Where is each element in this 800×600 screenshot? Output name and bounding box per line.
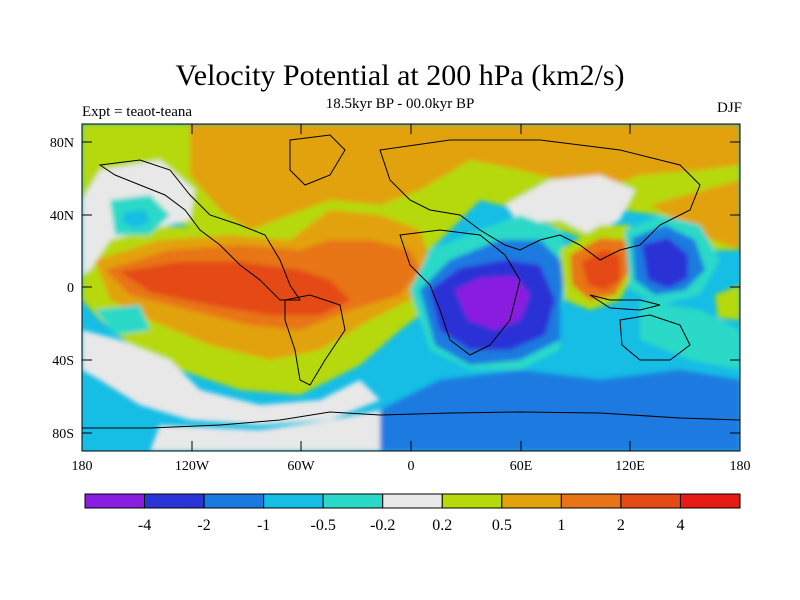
australia-coast (619, 314, 691, 361)
lon-tick-label: 120E (615, 459, 645, 474)
lon-tick-label: 60W (287, 459, 315, 474)
colorbar-label: -4 (138, 517, 151, 534)
colorbar-swatch (84, 493, 146, 509)
colorbar-label: 0.5 (492, 517, 512, 534)
lon-tick-label: 0 (408, 459, 415, 474)
spac-cyan (640, 300, 740, 370)
indonesia-coast (589, 294, 661, 311)
colorbar-label: 1 (557, 517, 565, 534)
colorbar-swatch (144, 493, 205, 509)
colorbar: -4 -2 -1 -0.5 -0.2 0.2 0.5 1 2 4 (84, 493, 741, 534)
antarctica-coast (82, 411, 740, 429)
wpac-dark-blue (642, 238, 688, 288)
map-subtitle: 18.5kyr BP - 00.0kyr BP (325, 96, 475, 112)
antarctic-grey (150, 410, 400, 451)
colorbar-swatch (203, 493, 265, 509)
lat-tick-label: 0 (67, 281, 74, 296)
colorbar-swatch (322, 493, 384, 509)
colorbar-swatch (382, 493, 443, 509)
lon-tick-label: 120W (175, 459, 210, 474)
asia-grey (505, 175, 635, 235)
coastlines (82, 134, 740, 429)
colorbar-label: 0.2 (432, 517, 452, 534)
lat-axis: 80N 40N 0 40S 80S (50, 136, 740, 442)
colorbar-swatch (560, 493, 622, 509)
lat-tick-label: 40N (50, 209, 74, 224)
colorbar-label: -1 (257, 517, 270, 534)
lat-tick-label: 80N (50, 136, 74, 151)
south-pacific-grey (82, 330, 380, 425)
lat-tick-label: 40S (52, 354, 74, 369)
experiment-label: Expt = teaot-teana (82, 104, 193, 120)
colorbar-swatch (679, 493, 741, 509)
greenland-coast (289, 134, 346, 186)
north-orange-band (190, 124, 740, 230)
northeast-orange (650, 180, 740, 250)
west-pacific-cyan (95, 305, 150, 335)
south-america-coast (284, 294, 346, 386)
indo-red (582, 250, 620, 290)
colorbar-label: 4 (676, 517, 684, 534)
pacific-red (120, 262, 350, 315)
colorbar-swatch (263, 493, 324, 509)
pacific-blue-blob (122, 210, 150, 228)
colorbar-label: 2 (617, 517, 625, 534)
north-america-coast (98, 159, 301, 301)
lat-tick-label: 80S (52, 427, 74, 442)
colorbar-label: -0.2 (370, 517, 395, 534)
lon-tick-label: 60E (510, 459, 533, 474)
colorbar-swatch (441, 493, 503, 509)
contour-field (82, 124, 740, 451)
eurasia-coast (379, 139, 701, 261)
map-title: Velocity Potential at 200 hPa (km2/s) (175, 59, 625, 92)
colorbar-swatch (620, 493, 681, 509)
lon-tick-label: 180 (72, 459, 93, 474)
colorbar-swatch (501, 493, 562, 509)
south-blue (380, 370, 740, 451)
colorbar-label: -2 (197, 517, 210, 534)
lon-axis: 180 120W 60W 0 60E 120E 180 (72, 124, 751, 474)
colorbar-label: -0.5 (311, 517, 336, 534)
lon-tick-label: 180 (730, 459, 751, 474)
east-edge-yellow (715, 285, 740, 320)
season-label: DJF (716, 100, 742, 116)
africa-coast (399, 229, 521, 356)
